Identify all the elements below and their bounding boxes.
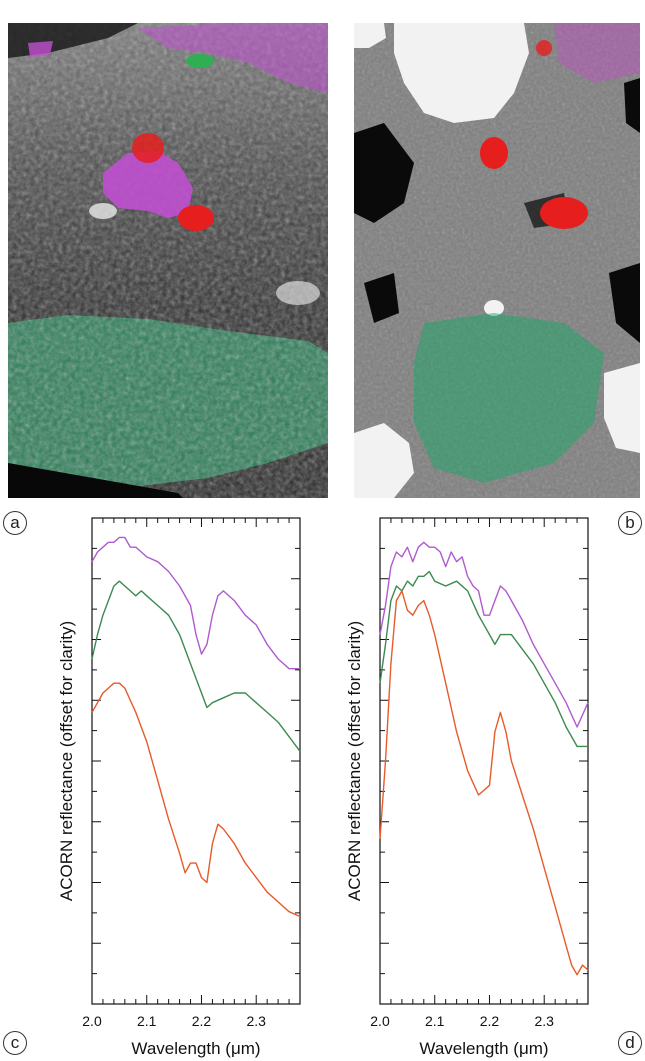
black-region [609,263,640,343]
white-cloud-bottom-left [354,423,414,498]
white-cloud-top [394,23,529,123]
chart-d: 2.0 2.1 2.2 2.3 ACORN reflectance (offset f… [345,517,589,1058]
x-axis-label-d: Wavelength (μm) [419,1039,548,1058]
x-tick-label: 2.3 [534,1013,554,1029]
panel-label-b: b [618,511,642,535]
ticks-c [91,518,301,1004]
red-spot-lower [540,197,588,229]
panel-label-d: d [618,1031,642,1055]
x-tick-labels-c: 2.0 2.1 2.2 2.3 [82,1013,266,1029]
black-region [354,123,414,223]
series-line-2 [379,570,588,748]
magenta-spot-top-left [28,41,53,57]
white-patch [484,300,504,316]
y-axis-label-d: ACORN reflectance (offset for clarity) [345,621,364,901]
white-cloud-right [604,363,640,453]
series-line-1 [379,541,589,728]
y-axis-label-c: ACORN reflectance (offset for clarity) [57,621,76,901]
chart-c: 2.0 2.1 2.2 2.3 ACORN reflectance (offset f… [57,517,301,1058]
plot-frame-c [91,517,301,1005]
x-tick-label: 2.1 [137,1013,157,1029]
red-spot-upper [480,137,508,169]
series-line-3 [379,590,589,976]
terrain-texture [8,23,328,498]
x-tick-label: 2.3 [246,1013,266,1029]
image-a [8,23,328,498]
panel-label-c: c [3,1031,27,1055]
white-patch [276,281,320,305]
image-b [354,23,640,498]
red-spot-top [536,40,552,56]
plot-frame-d [379,517,589,1005]
x-tick-label: 2.0 [82,1013,102,1029]
white-patch [89,203,117,219]
white-cloud-left [354,23,386,48]
series-c [91,536,301,918]
x-axis-label-c: Wavelength (μm) [131,1039,260,1058]
x-tick-label: 2.1 [425,1013,445,1029]
x-tick-labels-d: 2.0 2.1 2.2 2.3 [370,1013,554,1029]
black-region [624,78,640,133]
x-tick-label: 2.2 [192,1013,212,1029]
magenta-region-top [138,23,328,93]
panel-label-a: a [3,511,27,535]
magenta-region-center [103,151,193,218]
black-margin [8,463,183,498]
series-line-3 [91,682,301,918]
red-spot-lower [178,205,214,231]
series-line-2 [91,580,301,752]
green-dotted-region [414,313,604,483]
magenta-dotted-region [554,23,640,83]
x-tick-label: 2.0 [370,1013,390,1029]
x-tick-label: 2.2 [480,1013,500,1029]
red-spot-upper [132,133,164,163]
ticks-d [379,518,589,1004]
series-line-1 [91,536,300,670]
black-region [364,273,399,323]
series-d [379,541,589,976]
green-spot-top [186,54,214,68]
